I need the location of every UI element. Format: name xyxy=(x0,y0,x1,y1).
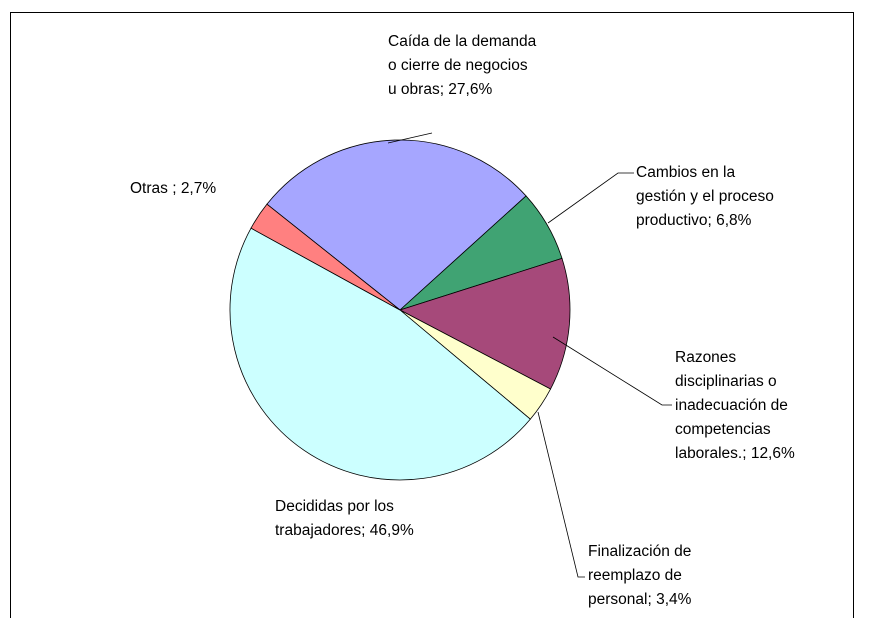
data-label: Cambios en la gestión y el proceso produ… xyxy=(636,164,778,229)
leader-line xyxy=(547,172,634,224)
data-label: Caída de la demanda o cierre de negocios… xyxy=(388,33,541,98)
data-label: Razones disciplinarias o inadecuación de… xyxy=(675,349,795,462)
leader-line xyxy=(552,336,672,406)
pie-slice xyxy=(229,227,531,481)
pie-slice xyxy=(266,139,527,311)
data-label: Finalización de reemplazo de personal; 3… xyxy=(588,543,696,608)
leader-line xyxy=(537,411,585,578)
leader-line xyxy=(387,132,433,144)
data-label: Otras ; 2,7% xyxy=(130,180,216,197)
pie-slice xyxy=(250,203,401,311)
pie-slice xyxy=(398,257,571,390)
data-label: Decididas por los trabajadores; 46,9% xyxy=(275,498,414,539)
